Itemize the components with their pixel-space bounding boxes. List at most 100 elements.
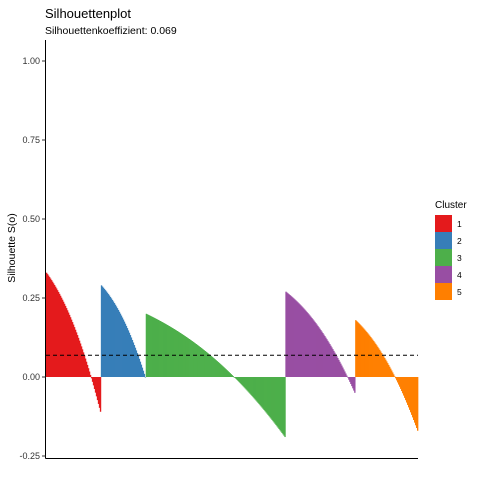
silhouette-bar (329, 344, 331, 377)
silhouette-bar (149, 315, 152, 377)
silhouette-bar (236, 377, 238, 381)
silhouette-bar (198, 346, 200, 377)
silhouette-bar (323, 334, 325, 377)
silhouette-bar (269, 377, 271, 418)
chart-subtitle: Silhouettenkoeffizient: 0.069 (45, 25, 177, 37)
silhouette-bar (258, 377, 260, 405)
silhouette-bar (155, 318, 158, 377)
silhouette-bar (187, 338, 189, 377)
silhouette-bar (47, 275, 50, 377)
silhouette-bar (97, 377, 100, 404)
silhouette-bar (343, 369, 345, 377)
silhouette-bar (353, 377, 355, 391)
silhouette-bar (131, 339, 134, 377)
silhouette-bar (317, 325, 319, 377)
silhouette-bar (253, 377, 255, 399)
silhouette-bar (378, 348, 380, 377)
silhouette-bar (153, 317, 156, 377)
silhouette-bar (413, 377, 415, 420)
silhouette-bar (212, 357, 214, 377)
silhouette-bar (123, 321, 126, 377)
silhouette-bar (191, 341, 193, 377)
legend-label: 3 (457, 253, 462, 263)
silhouette-bar (108, 295, 111, 377)
silhouette-bar (328, 342, 330, 377)
legend-label: 5 (457, 287, 462, 297)
silhouette-bar (71, 322, 74, 377)
silhouette-bar (358, 323, 360, 377)
silhouette-bar (127, 330, 130, 377)
silhouette-bar (312, 319, 314, 377)
silhouette-bar (69, 317, 72, 377)
silhouette-bar (176, 330, 178, 377)
silhouette-bar (174, 329, 176, 377)
silhouette-bar (296, 301, 298, 377)
silhouette-bar (216, 361, 218, 377)
silhouette-bar (111, 299, 114, 377)
silhouette-bar (342, 367, 344, 377)
silhouette-bar (47, 274, 49, 377)
silhouette-bar (374, 342, 376, 377)
silhouette-bar (213, 358, 215, 377)
silhouette-bar (335, 354, 337, 377)
silhouette-bar (350, 377, 352, 384)
silhouette-bar (401, 377, 403, 392)
silhouette-bar (381, 352, 383, 377)
silhouette-bar (115, 306, 118, 377)
silhouette-bar (403, 377, 405, 396)
silhouette-bar (248, 377, 250, 393)
silhouette-bar (214, 359, 216, 377)
silhouette-bar (94, 377, 97, 393)
silhouette-bar (412, 377, 414, 418)
silhouette-bar (202, 349, 204, 377)
silhouette-bar (266, 377, 268, 414)
silhouette-bar (241, 377, 243, 386)
silhouette-bar (104, 290, 107, 377)
silhouette-bar (58, 293, 61, 377)
silhouette-bar (46, 272, 48, 377)
silhouette-bar (250, 377, 252, 395)
silhouette-bar (338, 359, 340, 377)
silhouette-bar (364, 329, 366, 377)
silhouette-bar (260, 377, 262, 407)
silhouette-bar (367, 333, 369, 377)
silhouette-bar (88, 371, 91, 377)
silhouette-bar (137, 355, 140, 377)
silhouette-bar (300, 305, 302, 377)
silhouette-bar (126, 328, 129, 377)
silhouette-bar (409, 377, 411, 410)
silhouette-bar (96, 377, 99, 401)
silhouette-bar (105, 291, 108, 377)
silhouette-bar (259, 377, 261, 406)
silhouette-bar (290, 295, 292, 377)
silhouette-bar (196, 344, 198, 377)
silhouette-bar (136, 353, 139, 377)
silhouette-bar (297, 302, 299, 377)
silhouette-bar (90, 377, 93, 379)
silhouette-bar (203, 350, 205, 377)
silhouette-bar (218, 362, 220, 377)
silhouette-bar (239, 377, 241, 384)
silhouette-bar (313, 320, 315, 377)
silhouette-bar (132, 342, 135, 377)
silhouette-bar (130, 337, 133, 377)
silhouette-bar (210, 355, 212, 377)
silhouette-bar (120, 315, 123, 377)
silhouette-bar (124, 323, 127, 377)
silhouette-bar (72, 324, 75, 377)
silhouette-bar (410, 377, 412, 413)
silhouette-bar (112, 301, 115, 377)
silhouette-bar (396, 377, 398, 381)
silhouette-bar (311, 317, 313, 377)
y-tick-label: 1.00 (22, 56, 40, 66)
silhouette-bar (408, 377, 410, 408)
silhouette-bar (224, 368, 226, 377)
silhouette-bar (243, 377, 245, 388)
silhouette-bar (118, 311, 121, 377)
silhouette-bar (392, 372, 394, 377)
silhouette-bar (333, 350, 335, 377)
silhouette-bar (320, 330, 322, 377)
silhouette-bar (186, 337, 188, 377)
silhouette-bar (288, 294, 290, 377)
silhouette-bar (365, 330, 367, 377)
